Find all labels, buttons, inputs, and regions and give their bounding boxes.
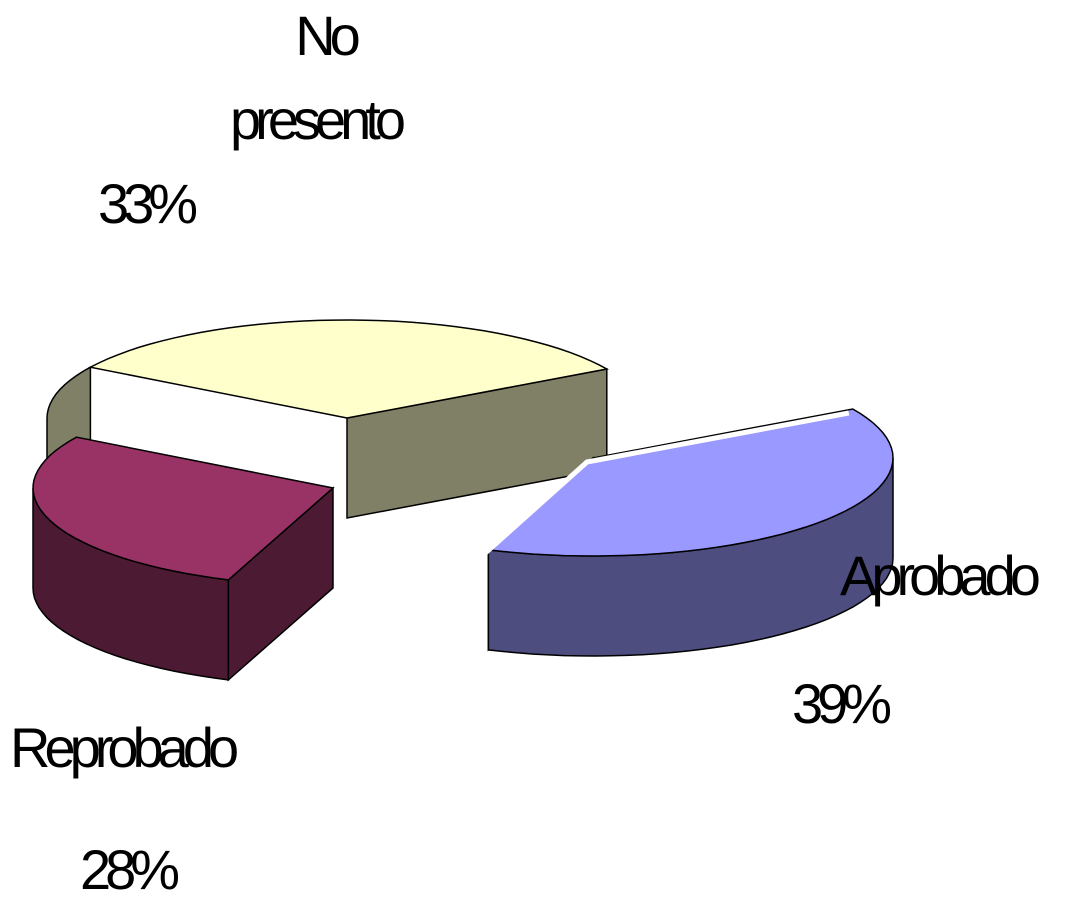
label-no-presento-name-line2: presento [230, 88, 406, 151]
label-aprobado-name: Aprobado [840, 544, 1041, 607]
slice-reprobado-top [32, 436, 335, 581]
label-no-presento-percent: 33% [98, 172, 198, 235]
label-aprobado-percent: 39% [792, 672, 892, 735]
slice-no-presento-top [88, 319, 610, 419]
label-no-presento-name-line1: No [295, 4, 361, 67]
slice-aprobado [482, 408, 894, 657]
slice-aprobado-top [486, 408, 894, 557]
slice-reprobado [32, 436, 335, 682]
label-reprobado-percent: 28% [80, 838, 180, 901]
slice-aprobado-highlight [482, 410, 850, 556]
label-reprobado-name: Reprobado [10, 716, 239, 779]
